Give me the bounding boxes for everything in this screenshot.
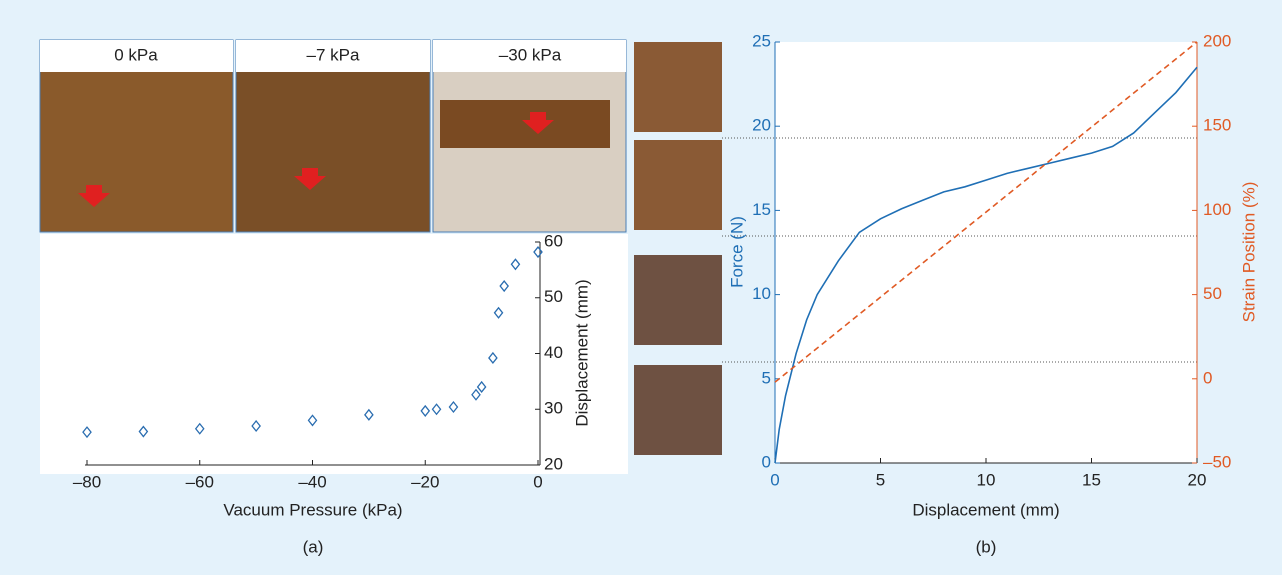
y2-tick-label: 50 xyxy=(1203,284,1222,303)
x-tick-label: –60 xyxy=(186,472,214,491)
x-tick-label: 10 xyxy=(977,470,996,489)
y2-tick-label: 200 xyxy=(1203,31,1231,50)
figure: 0 kPa –7 kPa –30 kPa Vacuum Pressure (kP… xyxy=(0,0,1282,575)
caption: (a) xyxy=(303,537,324,556)
photo xyxy=(634,42,722,132)
y-tick-label: 50 xyxy=(544,287,563,306)
photo-label: 0 kPa xyxy=(114,45,158,64)
y2-tick-label: –50 xyxy=(1203,452,1231,471)
y2-axis-label: Strain Position (%) xyxy=(1239,182,1258,323)
photo xyxy=(634,365,722,455)
y2-tick-label: 0 xyxy=(1203,368,1212,387)
y-tick-label: 60 xyxy=(544,231,563,250)
page: 0 kPa –7 kPa –30 kPa Vacuum Pressure (kP… xyxy=(0,0,1282,580)
y-axis-label: Displacement (mm) xyxy=(572,279,591,426)
photo-label: –30 kPa xyxy=(499,45,562,64)
x-tick-label: –80 xyxy=(73,472,101,491)
y-tick-label: 10 xyxy=(752,284,771,303)
y-tick-label: 5 xyxy=(762,368,771,387)
x-tick-label: 0 xyxy=(533,472,542,491)
photo xyxy=(634,140,722,230)
x-tick-label: 15 xyxy=(1082,470,1101,489)
y-tick-label: 15 xyxy=(752,200,771,219)
y-tick-label: 20 xyxy=(752,116,771,135)
y-axis-label: Force (N) xyxy=(727,216,746,288)
caption: (b) xyxy=(976,537,997,556)
y-tick-label: 20 xyxy=(544,454,563,473)
y2-tick-label: 150 xyxy=(1203,116,1231,135)
panel-b-plot-bg xyxy=(775,42,1197,463)
x-tick-label: 0 xyxy=(770,470,779,489)
x-axis-label: Vacuum Pressure (kPa) xyxy=(223,500,402,519)
y-tick-label: 0 xyxy=(762,452,771,471)
x-tick-label: –40 xyxy=(298,472,326,491)
x-axis-label: Displacement (mm) xyxy=(912,500,1059,519)
y2-tick-label: 100 xyxy=(1203,200,1231,219)
photo xyxy=(634,255,722,345)
x-tick-label: –20 xyxy=(411,472,439,491)
photo-sample xyxy=(440,100,610,148)
x-tick-label: 5 xyxy=(876,470,885,489)
y-tick-label: 40 xyxy=(544,343,563,362)
y-tick-label: 25 xyxy=(752,31,771,50)
photo-label: –7 kPa xyxy=(307,45,360,64)
y-tick-label: 30 xyxy=(544,399,563,418)
x-tick-label: 20 xyxy=(1188,470,1207,489)
